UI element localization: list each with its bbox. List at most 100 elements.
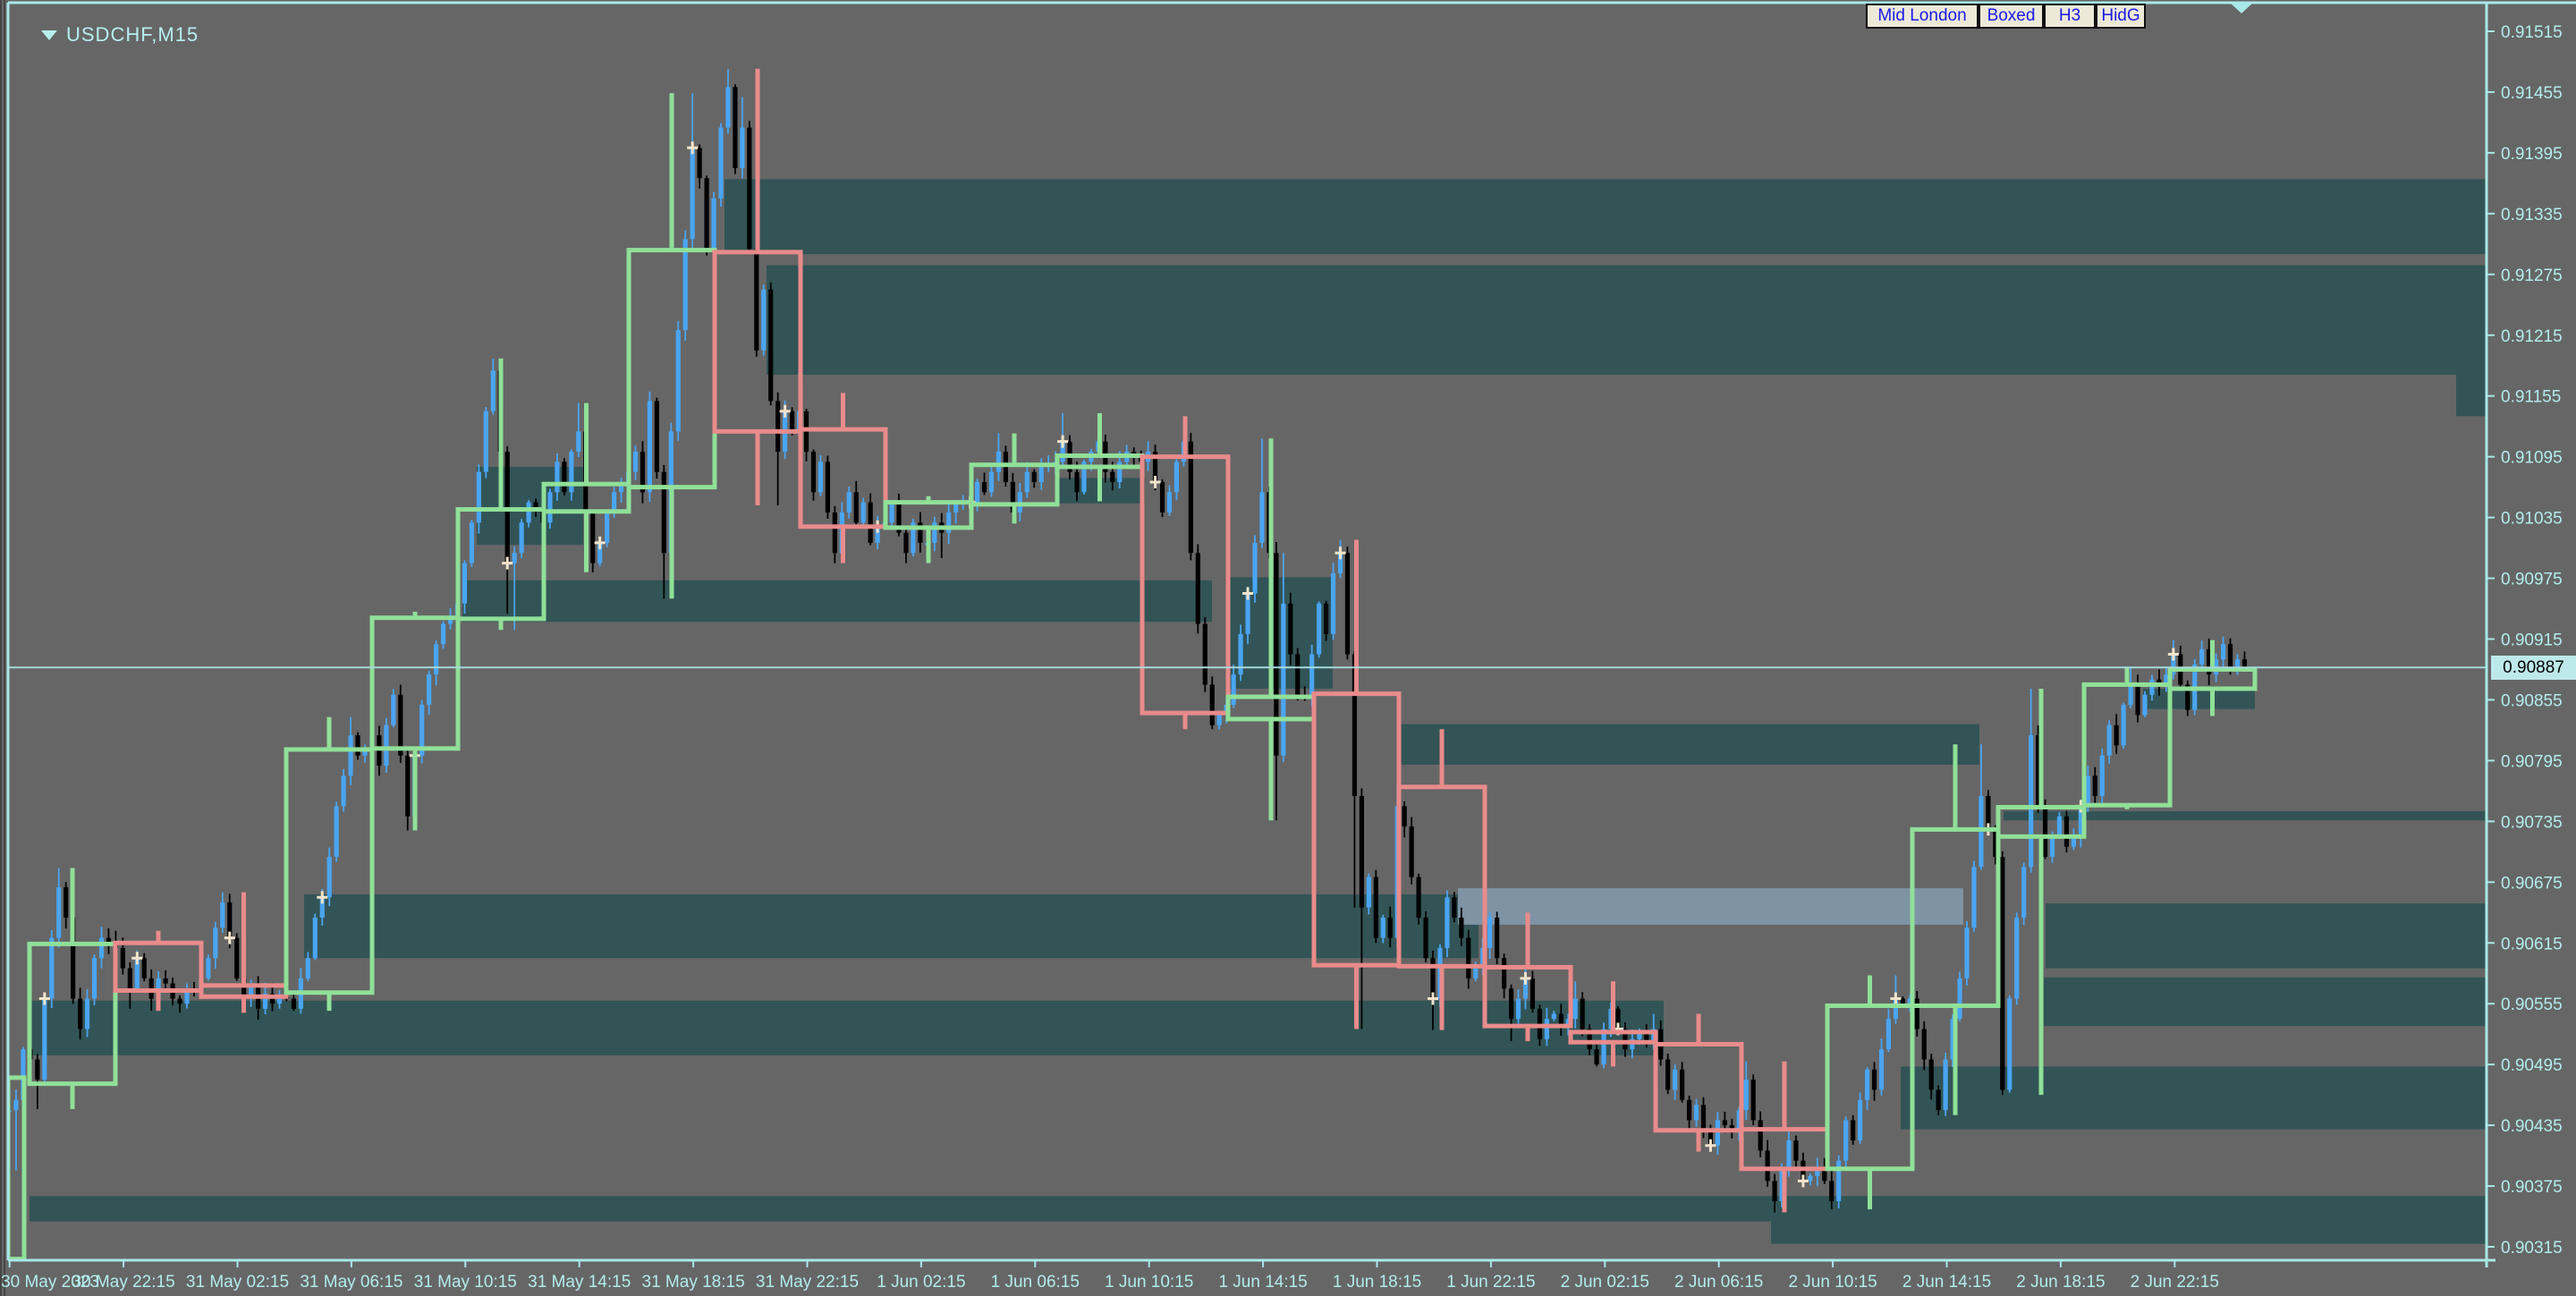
candle-body-up [2199,648,2205,665]
candle-body-down [1031,471,1037,482]
zone-band [1227,577,1333,689]
candle-body-up [1038,466,1044,482]
candle-body-down [1765,1150,1770,1182]
candle-body-down [1686,1099,1692,1121]
candle-body-up [42,998,47,1080]
button-h3[interactable]: H3 [2044,4,2096,29]
candle-body-up [1259,492,1265,543]
candle-body-down [1152,451,1158,482]
button-mid-london[interactable]: Mid London [1866,4,1979,29]
time-axis-label: 1 Jun 18:15 [1333,1273,1421,1292]
candle-body-down [1416,877,1421,918]
candle-body-down [2241,659,2248,668]
time-axis-label: 2 Jun 22:15 [2131,1273,2219,1292]
candle-body-down [1558,1013,1563,1027]
candle-body-down [1623,1029,1628,1050]
candle-body-down [1188,441,1193,554]
candle-body-down [1914,998,1919,1029]
candle-body-down [747,127,752,250]
candle-body-up [725,87,731,128]
candle-body-up [319,897,325,918]
candle-body-up [618,484,624,493]
candle-body-up [547,492,553,523]
candle-body-down [355,735,360,756]
time-axis-label: 2 Jun 02:15 [1561,1273,1649,1292]
h3-box-green [1825,1003,1915,1172]
candle-body-up [13,1099,19,1111]
candle-body-down [2185,684,2190,710]
candle-body-down [1159,481,1165,512]
candle-body-down [775,401,781,452]
candle-body-down [1359,796,1364,908]
candle-body-up [2171,654,2176,675]
candle-body-down [2042,806,2048,857]
candle-body-up [2128,684,2133,706]
candles-layer [8,68,2248,1213]
candle-body-down [1665,1059,1671,1090]
price-axis-label: 0.91515 [2501,23,2563,42]
candle-body-down [234,937,240,978]
candle-body-down [903,532,909,554]
candle-body-up [1971,867,1977,928]
candle-body-up [953,502,959,512]
candle-body-down [1700,1105,1707,1131]
doji-cross-icon [1335,546,1346,560]
candle-body-up [1957,978,1962,1020]
candle-body-down [78,998,83,1029]
candle-body-up [1743,1080,1749,1111]
candle-body-up [1858,1099,1863,1141]
candle-body-down [1508,988,1514,1020]
price-axis-label: 0.90615 [2501,935,2563,953]
candle-body-down [1459,917,1464,938]
candle-body-up [312,917,318,959]
candle-body-up [1815,1168,1820,1176]
candle-body-down [1729,1125,1734,1131]
zone-band [2044,977,2487,1027]
candle-body-down [1928,1059,1934,1090]
candle-body-down [733,87,738,168]
button-hidg[interactable]: HidG [2096,4,2146,29]
candle-body-down [2036,735,2041,807]
zone-band-light [1458,888,1963,925]
candle-body-down [896,502,902,533]
price-axis-label: 0.90315 [2501,1239,2563,1258]
candle-body-down [1324,603,1329,634]
candle-body-down [533,502,538,510]
zone-band [1771,1196,2487,1244]
candle-body-up [911,522,916,554]
candle-body-up [476,471,481,523]
doji-cross-icon [1520,971,1531,985]
candle-body-up [1950,1019,1955,1060]
candle-body-up [612,492,617,512]
candle-body-down [754,249,759,351]
candle-body-up [483,411,488,472]
candle-body-up [988,471,995,493]
candle-body-up [1693,1105,1699,1121]
candle-body-up [249,983,254,999]
candle-body-down [810,451,817,493]
candle-body-up [974,481,980,503]
zone-band [304,894,1479,959]
candle-body-up [1907,998,1912,1006]
candle-body-up [846,492,852,512]
candle-body-up [384,724,389,767]
doji-cross-icon [131,952,143,965]
candle-body-up [91,958,97,999]
time-axis-label: 30 May 22:15 [72,1273,175,1292]
price-axis: 0.91515 0.91455 0.91395 0.91335 0.91275 0.912… [2487,23,2563,1258]
candle-body-down [2063,816,2070,847]
candle-body-up [56,886,62,938]
candle-body-up [1174,462,1180,493]
candle-body-up [341,775,346,807]
button-boxed[interactable]: Boxed [1979,4,2044,29]
time-axis-label: 2 Jun 10:15 [1788,1273,1877,1292]
candle-body-down [177,998,182,1004]
candle-body-up [391,694,396,725]
candle-body-down [398,694,403,756]
candle-body-down [1921,1029,1927,1060]
candle-body-down [1750,1080,1756,1121]
doji-cross-icon [1428,992,1438,1005]
doji-cross-icon [2167,648,2179,661]
